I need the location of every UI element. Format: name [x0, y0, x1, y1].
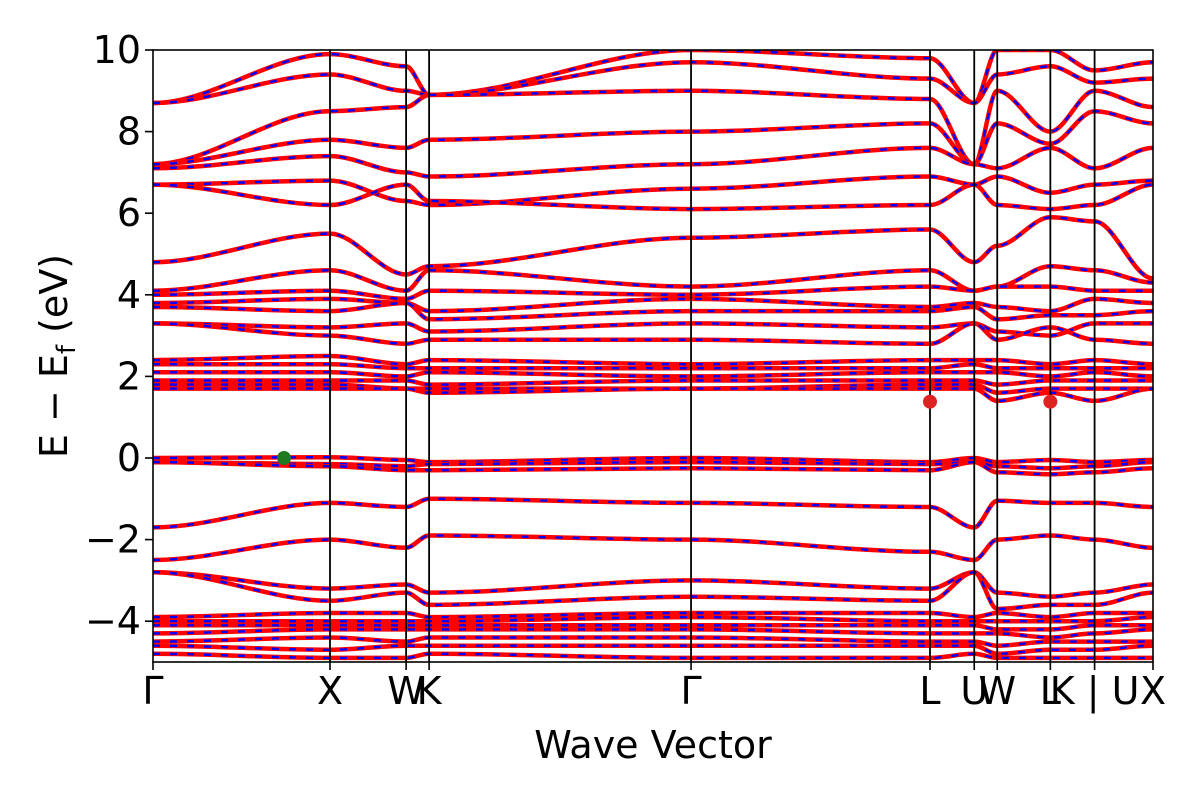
x-tick-label: Γ — [680, 669, 701, 713]
x-tick-label: L — [919, 669, 940, 713]
y-axis-label: E − Ef (eV) — [32, 254, 82, 458]
band-1-spin-up — [153, 50, 1153, 106]
y-tick-label: −4 — [85, 599, 141, 643]
band-33-spin-down — [153, 644, 1153, 656]
x-tick-label: K — [417, 669, 443, 713]
band-14-spin-down — [153, 322, 1153, 346]
y-tick-label: 4 — [117, 273, 141, 317]
x-axis-label: Wave Vector — [534, 723, 772, 767]
y-tick-label: 2 — [117, 354, 141, 398]
band-15-spin-down — [153, 354, 1153, 366]
extrema-markers — [276, 394, 1058, 465]
cbm-1-marker — [922, 394, 937, 409]
y-tick-label: 6 — [117, 191, 141, 235]
x-tick-label: X — [1140, 669, 1166, 713]
y-tick-label: 10 — [93, 28, 141, 72]
high-symmetry-lines — [329, 50, 1096, 662]
x-tick-label: K | U — [1050, 669, 1140, 714]
x-tick-label: X — [317, 669, 343, 713]
band-34-spin-down — [153, 652, 1153, 660]
band-30-spin-down — [153, 624, 1153, 631]
plot-frame — [152, 49, 1154, 663]
x-tick-label: U — [960, 669, 988, 713]
band-32-spin-down — [153, 636, 1153, 647]
band-16-spin-down — [153, 362, 1153, 370]
x-tick-label: W — [978, 669, 1016, 713]
y-tick-label: −2 — [85, 518, 141, 562]
y-axis-label-unit: (eV) — [32, 254, 76, 345]
x-tick-label: L — [1040, 669, 1061, 713]
y-tick-label: 8 — [117, 110, 141, 154]
band-26-spin-down — [153, 570, 1153, 598]
band-11-spin-down — [153, 297, 1153, 313]
band-18-spin-down — [153, 379, 1153, 386]
x-tick-label: W — [387, 669, 425, 713]
band-17-spin-down — [153, 371, 1153, 378]
band-22-spin-down — [153, 460, 1153, 470]
band-31-spin-down — [153, 628, 1153, 639]
cbm-2-marker — [1043, 394, 1058, 409]
band-23-spin-down — [153, 460, 1153, 476]
y-axis-ticks: −4 −2 0 2 4 6 8 10 — [85, 28, 153, 643]
y-axis-label-main: E − E — [32, 354, 76, 458]
x-tick-label: Γ — [142, 669, 163, 713]
band-10-spin-down — [153, 285, 1153, 301]
band-4-spin-down — [153, 109, 1153, 166]
y-tick-label: 0 — [117, 436, 141, 480]
band-25-spin-down — [153, 534, 1153, 562]
band-29-spin-down — [153, 615, 1153, 623]
y-axis-label-subscript: f — [52, 344, 82, 354]
vbm-marker — [276, 451, 291, 465]
band-21-spin-down — [153, 455, 1153, 464]
band-5-spin-down — [153, 146, 1153, 178]
band-28-spin-down — [153, 611, 1153, 619]
